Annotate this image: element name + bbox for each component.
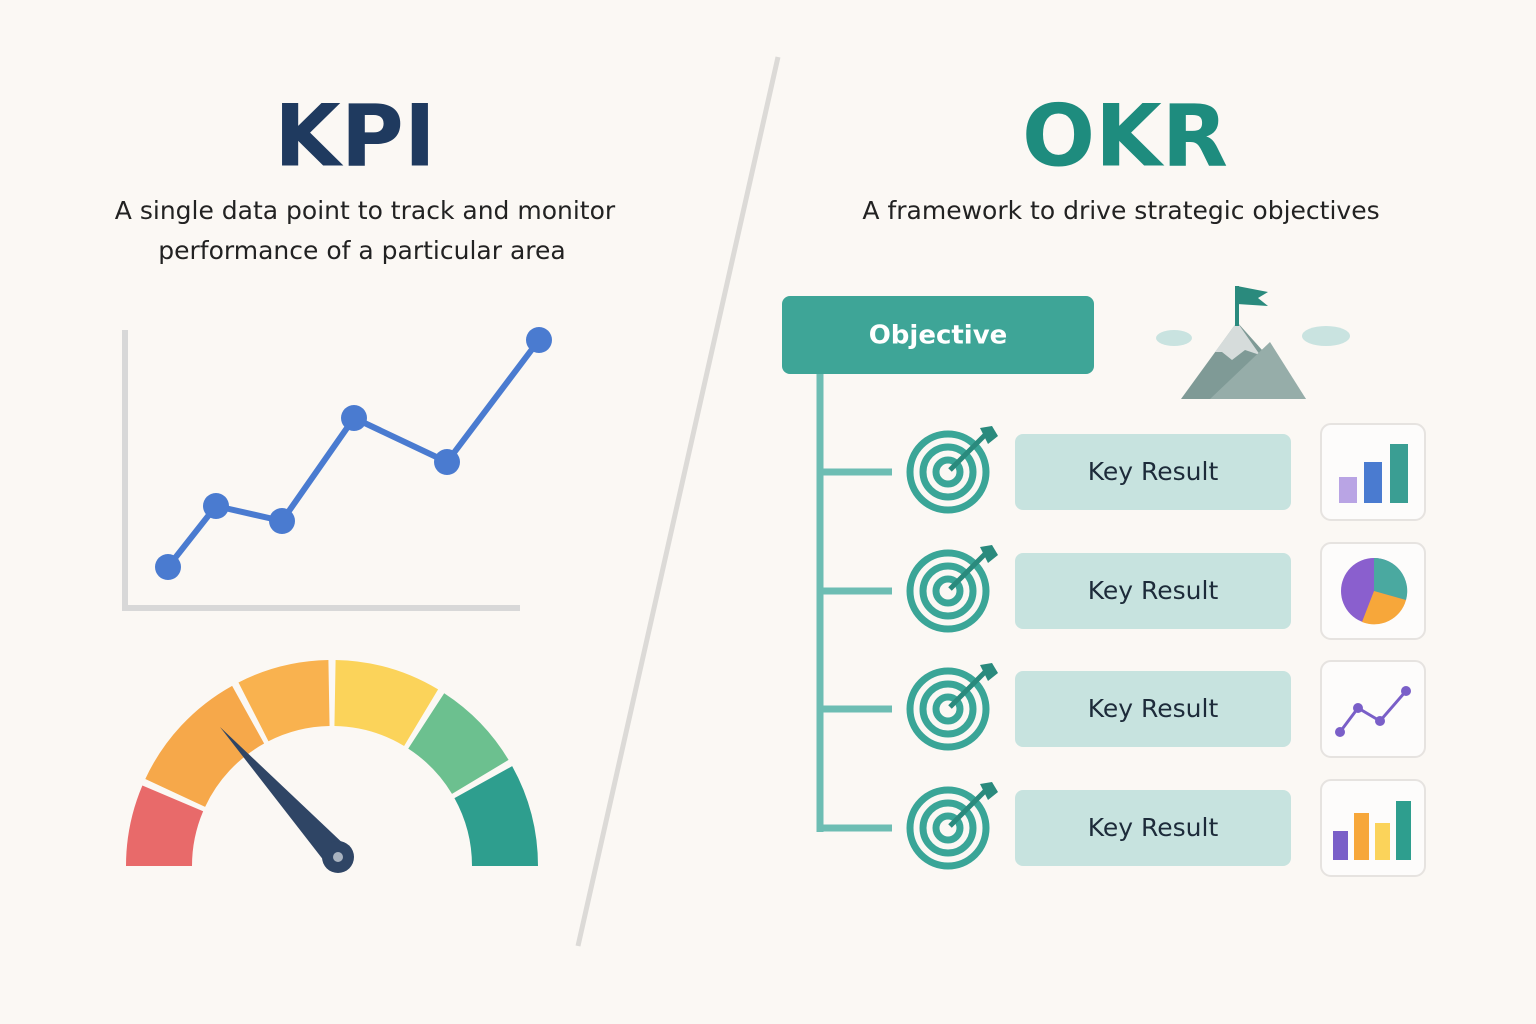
kpi-description: performance of a particular area — [158, 236, 565, 265]
bar-icon — [1390, 444, 1408, 503]
key-result-box — [1015, 790, 1291, 866]
kpi-title: KPI — [274, 86, 436, 186]
gauge-segment — [334, 660, 439, 746]
objective-label: Objective — [869, 321, 1008, 351]
pie-icon-slice — [1362, 591, 1406, 625]
target-ring — [906, 430, 990, 514]
axes — [122, 330, 520, 611]
key-result-box — [1015, 553, 1291, 629]
target-ring — [932, 693, 964, 725]
okr-description: A framework to drive strategic objective… — [862, 196, 1379, 225]
gauge-needle — [220, 727, 350, 866]
target-ring — [932, 575, 964, 607]
bar-icon — [1339, 477, 1357, 503]
line-icon-point — [1353, 703, 1363, 713]
key-result-label: Key Result — [1088, 813, 1219, 842]
divider — [575, 56, 781, 947]
key-results: Key Result Key Result Key Result Key Result — [820, 423, 1426, 877]
line-icon — [1338, 690, 1408, 733]
target-arrow — [948, 433, 987, 472]
target-arrow-fletch — [980, 545, 998, 563]
target-ring — [906, 786, 990, 870]
line-chart-icon — [122, 327, 552, 611]
bar-icon — [1354, 813, 1369, 860]
target-arrow — [948, 789, 987, 828]
bar-icon — [1396, 801, 1411, 860]
bar-icon — [1375, 823, 1390, 860]
target-arrow-fletch — [980, 426, 998, 444]
bar-icon — [1333, 831, 1348, 860]
icon-box — [1320, 660, 1426, 758]
gauge-icon — [126, 660, 538, 873]
key-result-box — [1015, 434, 1291, 510]
target-arrow-fletch — [980, 663, 998, 681]
gauge-segment — [145, 685, 265, 807]
key-result-box — [1015, 671, 1291, 747]
points — [155, 327, 552, 580]
target-ring — [919, 443, 977, 501]
objective-box — [782, 296, 1094, 374]
target-arrow — [948, 670, 987, 709]
key-result-label: Key Result — [1088, 694, 1219, 723]
mountain-icon — [1156, 286, 1350, 399]
target-ring — [919, 680, 977, 738]
target-arrow — [948, 552, 987, 591]
target-ring — [919, 562, 977, 620]
pie-icon-slice — [1374, 557, 1408, 600]
target-arrow-fletch — [980, 782, 998, 800]
gauge-segment — [454, 766, 538, 866]
line-icon-point — [1375, 716, 1385, 726]
bar-icon — [1364, 462, 1382, 503]
target-ring — [906, 667, 990, 751]
gauge-segment — [238, 660, 330, 742]
gauge-segment — [126, 785, 204, 866]
gauge-segment — [408, 693, 509, 794]
line-icon-point — [1401, 686, 1411, 696]
okr-title: OKR — [1022, 86, 1228, 186]
gauge-pivot-dot — [333, 852, 343, 862]
target-ring — [906, 549, 990, 633]
target-ring — [932, 812, 964, 844]
target-ring — [932, 456, 964, 488]
key-result-label: Key Result — [1088, 457, 1219, 486]
key-result-label: Key Result — [1088, 576, 1219, 605]
line-icon-point — [1335, 727, 1345, 737]
target-ring — [919, 799, 977, 857]
kpi-description: A single data point to track and monitor — [115, 196, 616, 225]
